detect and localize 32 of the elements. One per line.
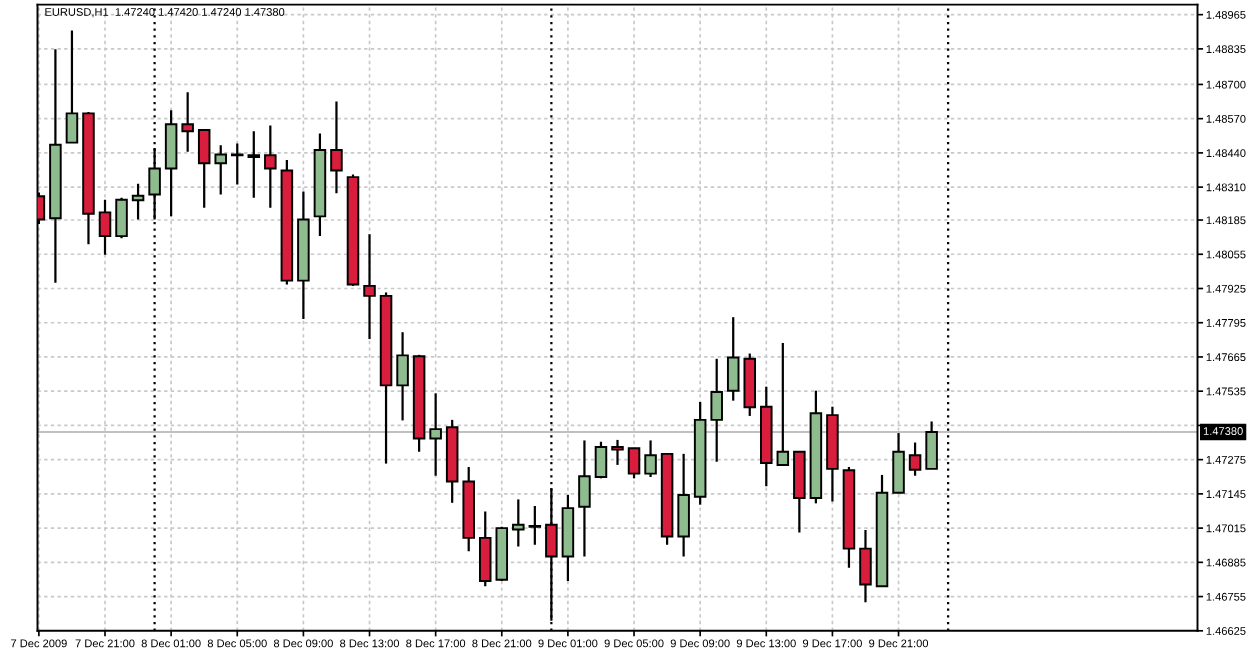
candlestick: [908, 441, 922, 477]
candlestick: [644, 439, 657, 479]
candlestick: [197, 128, 211, 209]
candlestick: [231, 142, 244, 186]
candlestick: [429, 392, 442, 477]
candlestick: [65, 29, 79, 144]
candlestick: [98, 198, 112, 256]
candlestick: [627, 447, 641, 480]
candlestick: [181, 91, 194, 153]
candlestick: [115, 196, 128, 240]
candlestick: [611, 438, 624, 467]
candlestick: [330, 100, 343, 195]
candlestick: [578, 439, 591, 558]
candlestick: [793, 450, 806, 534]
candlestick: [131, 182, 145, 221]
candlestick: [396, 331, 409, 422]
candlestick: [726, 316, 740, 402]
candlestick: [710, 357, 723, 463]
candlestick: [214, 144, 227, 196]
candlestick: [512, 498, 525, 548]
candlestick: [528, 504, 542, 546]
candlestick: [164, 109, 178, 218]
candlestick: [677, 452, 690, 558]
candlestick: [264, 124, 277, 209]
candlestick: [892, 431, 905, 494]
candlestick: [478, 510, 492, 588]
candlestick: [247, 130, 261, 199]
candlestick: [594, 440, 608, 480]
candlestick: [859, 528, 872, 604]
candlestick: [363, 233, 376, 341]
candlestick: [776, 341, 790, 467]
candlestick: [925, 420, 938, 470]
